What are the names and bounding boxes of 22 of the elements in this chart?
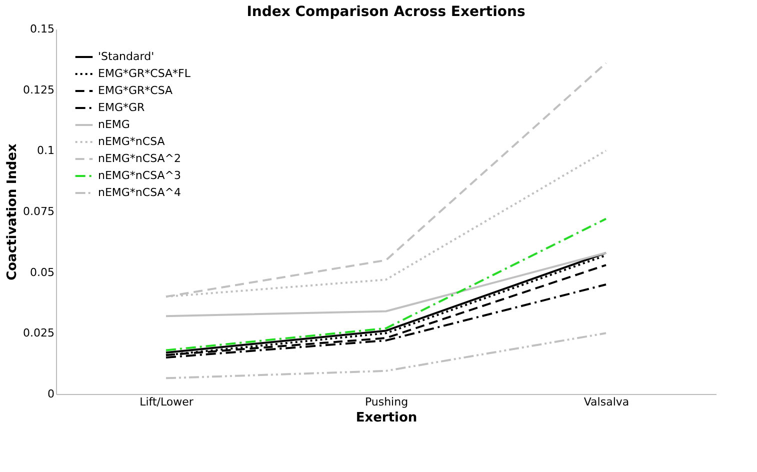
x-tick-label: Pushing [364,396,408,408]
legend-label: nEMG*nCSA^4 [98,186,182,199]
legend-label: EMG*GR*CSA*FL [98,67,192,80]
legend-label: nEMG*nCSA^3 [98,169,182,182]
y-tick-label: 0 [48,388,54,400]
y-tick-label: 0.15 [30,22,54,36]
y-axis-title: Coactivation Index [5,142,20,280]
legend-label: EMG*GR*CSA [98,84,173,97]
y-tick-label: 0.125 [23,83,54,96]
y-tick-label: 0.05 [30,266,54,279]
legend-label: nEMG*nCSA^2 [98,152,182,165]
x-tick-label: Valsalva [584,396,630,408]
legend-label: 'Standard' [98,50,154,63]
y-tick-label: 0.025 [23,326,54,340]
y-tick-label: 0.075 [23,205,54,218]
x-axis-title: Exertion [356,410,418,426]
y-tick-label: 0.1 [37,144,54,158]
legend-label: nEMG*nCSA [98,135,166,148]
chart-title: Index Comparison Across Exertions [246,4,526,20]
legend-label: EMG*GR [98,101,145,114]
legend-label: nEMG [98,118,130,131]
x-tick-label: Lift/Lower [140,396,194,408]
